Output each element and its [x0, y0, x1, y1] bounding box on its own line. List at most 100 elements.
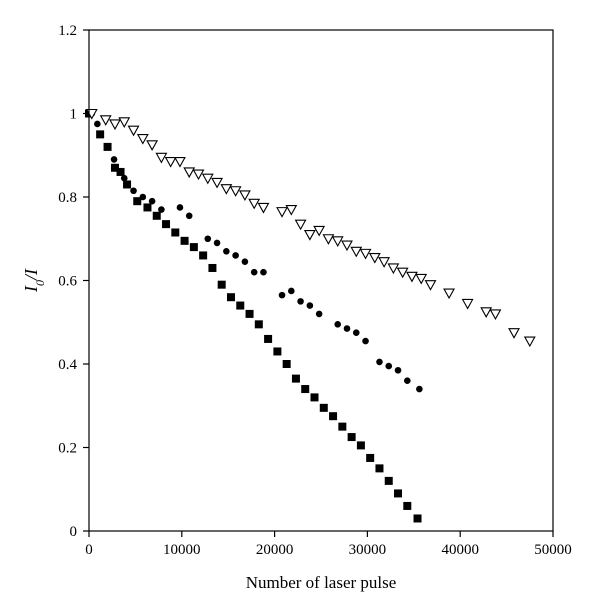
data-point-triangle [127, 125, 140, 137]
data-point-triangle [331, 236, 344, 247]
data-point-triangle [248, 198, 261, 210]
data-point-circle [352, 329, 360, 336]
data-point-circle [404, 377, 411, 385]
data-point-triangle [523, 336, 536, 348]
x-tick-label: 20000 [256, 542, 294, 558]
y-tick-label: 1 [70, 107, 78, 123]
data-point-square [103, 142, 112, 151]
data-point-square [413, 514, 422, 523]
data-point-square [375, 464, 384, 473]
data-point-triangle [322, 234, 335, 245]
data-point-circle [343, 325, 351, 332]
data-point-triangle [99, 115, 112, 126]
data-point-triangle [118, 117, 131, 128]
data-point-circle [394, 366, 402, 374]
data-point-square [291, 374, 300, 383]
data-point-triangle [368, 252, 381, 264]
data-point-triangle [303, 230, 316, 241]
data-point-triangle [155, 152, 168, 164]
data-point-square [310, 393, 319, 402]
y-axis-label-rest: /I [21, 268, 41, 281]
x-tick-label: 10000 [163, 542, 201, 558]
x-tick-label: 40000 [441, 542, 479, 558]
data-point-square [403, 501, 412, 510]
series-3 [85, 108, 536, 348]
data-point-square [282, 360, 291, 368]
data-point-triangle [406, 271, 418, 283]
data-point-triangle [229, 186, 242, 197]
data-point-square [133, 197, 142, 206]
data-point-triangle [387, 263, 400, 275]
data-point-triangle [257, 202, 270, 214]
data-point-circle [334, 321, 342, 328]
data-point-triangle [146, 140, 159, 151]
data-point-circle [376, 358, 383, 366]
data-point-square [217, 280, 226, 289]
data-point-circle [278, 291, 286, 299]
data-point-circle [297, 298, 304, 305]
data-point-square [366, 453, 375, 462]
data-point-square [319, 403, 328, 412]
data-point-triangle [461, 298, 474, 310]
data-point-circle [139, 193, 147, 201]
data-point-square [162, 220, 171, 229]
data-point-triangle [201, 173, 214, 185]
data-point-triangle [396, 267, 409, 279]
data-point-square [143, 203, 152, 212]
data-point-triangle [341, 240, 353, 252]
data-point-triangle [285, 204, 298, 216]
data-point-circle [213, 239, 221, 247]
data-point-square [338, 422, 347, 431]
data-point-square [226, 293, 235, 302]
y-tick-label: 0.4 [58, 357, 77, 373]
data-point-square [347, 433, 356, 442]
data-point-triangle [489, 309, 502, 321]
data-point-square [152, 211, 161, 220]
data-point-square [301, 385, 310, 394]
data-point-triangle [238, 190, 251, 202]
data-point-triangle [415, 273, 428, 285]
data-point-triangle [443, 288, 455, 300]
series-2 [88, 110, 423, 393]
data-point-square [123, 180, 132, 189]
data-point-circle [158, 206, 165, 213]
axis-ticks: 0 10000 20000 30000 40000 50000 0 0.2 0.4 0.6 0.8 1… [58, 23, 572, 558]
data-point-circle [250, 268, 258, 276]
data-point-circle [241, 258, 249, 266]
data-point-square [116, 167, 125, 176]
data-point-square [264, 334, 273, 343]
data-point-triangle [136, 134, 149, 145]
x-tick-label: 50000 [534, 542, 572, 558]
data-point-triangle [359, 248, 372, 260]
data-point-circle [288, 287, 295, 295]
data-point-circle [385, 362, 393, 370]
data-point-circle [130, 187, 137, 195]
data-point-triangle [480, 307, 493, 318]
data-point-circle [148, 197, 156, 205]
data-point-triangle [183, 167, 196, 179]
data-point-circle [204, 235, 212, 243]
data-point-circle [176, 204, 184, 211]
y-axis-label: I0/I [21, 268, 47, 293]
data-point-square [180, 236, 189, 245]
data-point-triangle [109, 119, 121, 131]
data-point-square [273, 347, 282, 356]
data-point-square [199, 251, 208, 260]
y-tick-label: 0.6 [58, 274, 77, 290]
x-axis-label: Number of laser pulse [246, 573, 397, 592]
data-point-square [394, 489, 403, 498]
data-point-square [208, 263, 217, 272]
data-point-triangle [192, 169, 205, 181]
y-axis-label-main: I [21, 285, 41, 293]
data-point-square [236, 301, 245, 310]
data-point-circle [94, 120, 101, 128]
data-point-circle [120, 174, 128, 182]
data-point-circle [232, 252, 239, 259]
y-tick-label: 1.2 [58, 23, 77, 39]
data-point-triangle [276, 207, 288, 218]
data-point-triangle [220, 184, 233, 195]
data-point-square [189, 243, 198, 252]
data-point-triangle [211, 177, 223, 189]
data-point-triangle [424, 280, 437, 291]
